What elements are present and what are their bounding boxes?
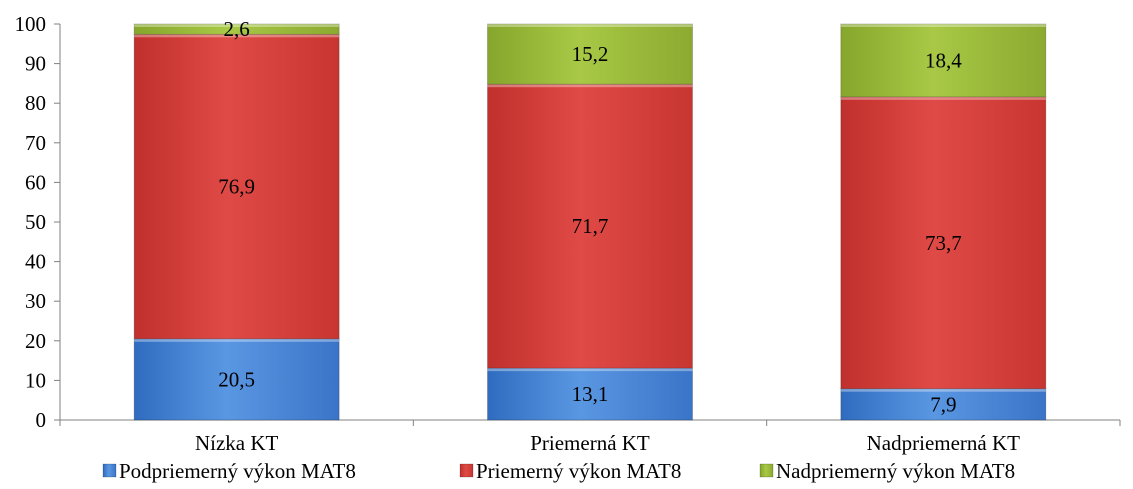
axes: 0 10 20 30 40 50 60 70 80 90 100 Nízka KT Priemerná …: [15, 12, 1121, 455]
bar-segment-highlight: [134, 338, 340, 342]
data-label: 18,4: [925, 48, 962, 72]
bar-segment-highlight: [840, 388, 1046, 392]
bar-segment: [487, 367, 693, 421]
bar-segment: [133, 33, 340, 340]
data-label: 76,9: [218, 175, 255, 199]
y-tick-label: 100: [15, 12, 47, 36]
y-tick-label: 80: [25, 91, 46, 115]
y-tick-label: 40: [25, 250, 46, 274]
data-label: 13,1: [572, 382, 609, 406]
bar-segment-highlight: [134, 34, 340, 38]
legend-swatch: [459, 463, 474, 478]
bar-segment: [840, 23, 1047, 98]
y-tick-label: 70: [25, 131, 46, 155]
y-tick-label: 50: [25, 210, 46, 234]
legend-label: Nadpriemerný výkon MAT8: [776, 459, 1015, 483]
y-tick-label: 60: [25, 170, 46, 194]
data-label: 71,7: [572, 214, 609, 238]
bar-segment-highlight: [840, 96, 1046, 100]
bars: [133, 23, 1047, 421]
x-tick-label: Nízka KT: [195, 431, 279, 455]
legend-swatch: [759, 463, 774, 478]
bar-segment: [840, 96, 1047, 390]
x-tick-label: Nadpriemerná KT: [867, 431, 1021, 455]
data-label: 20,5: [218, 367, 255, 391]
bar-segment: [133, 338, 340, 421]
legend-label: Podpriemerný výkon MAT8: [119, 459, 356, 483]
bar-segment-highlight: [487, 24, 693, 27]
data-label: 7,9: [930, 392, 956, 416]
data-labels: 20,5 76,9 2,6 13,1 71,7 15,2 7,9 73,7 18,4: [218, 17, 962, 416]
bar-segment: [840, 388, 1047, 421]
y-tick-label: 0: [36, 408, 47, 432]
y-tick-label: 90: [25, 52, 46, 76]
legend: Podpriemerný výkon MAT8 Priemerný výkon M…: [102, 459, 1015, 483]
y-tick-label: 20: [25, 329, 46, 353]
data-label: 2,6: [224, 17, 250, 41]
bar-segment: [487, 23, 693, 85]
y-tick-label: 10: [25, 368, 46, 392]
bar-segment: [133, 23, 340, 35]
legend-label: Priemerný výkon MAT8: [476, 459, 681, 483]
bar-segment-highlight: [487, 84, 693, 88]
legend-swatch: [102, 463, 117, 478]
data-label: 73,7: [925, 231, 962, 255]
bar-segment-highlight: [487, 368, 693, 372]
x-tick-label: Priemerná KT: [530, 431, 650, 455]
data-label: 15,2: [572, 42, 609, 66]
y-tick-label: 30: [25, 289, 46, 313]
bar-segment: [487, 83, 693, 369]
bar-segment-highlight: [134, 24, 340, 27]
bar-segment-highlight: [840, 24, 1046, 27]
